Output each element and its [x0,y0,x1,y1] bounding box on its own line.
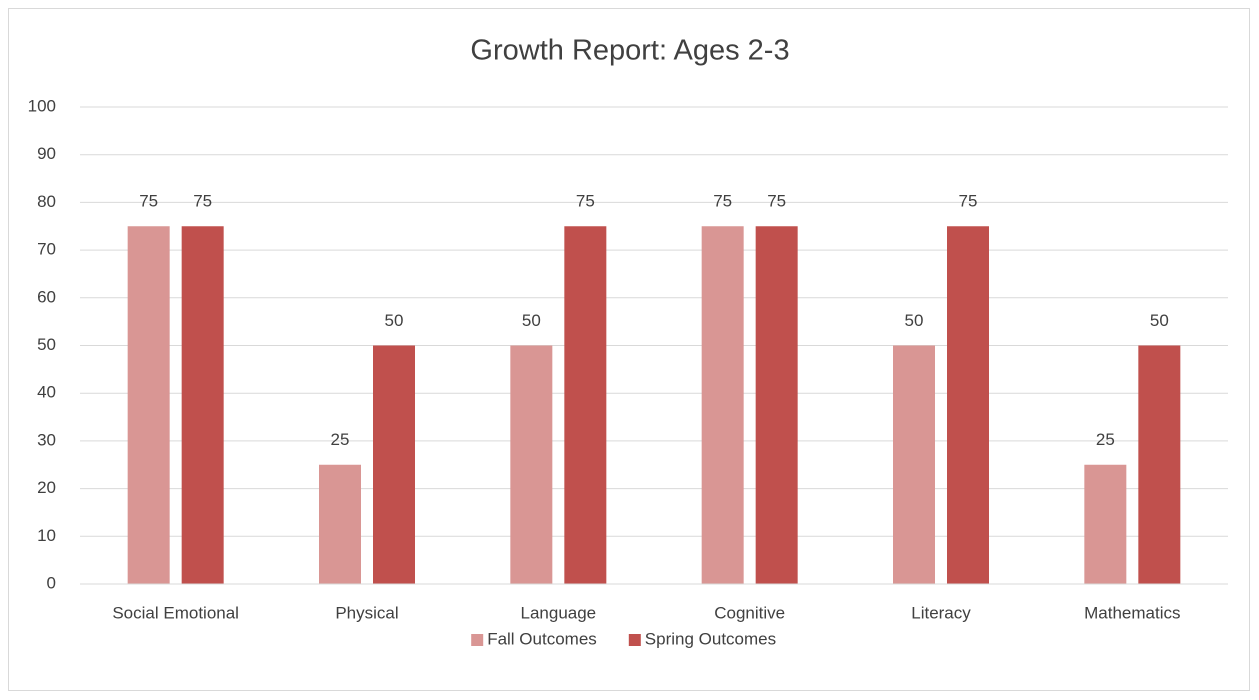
data-label: 75 [576,192,595,211]
data-label: 75 [959,192,978,211]
bar [1138,345,1181,584]
x-tick-label: Cognitive [714,603,785,622]
data-label: 50 [905,311,924,330]
data-label: 75 [713,192,732,211]
legend-label: Spring Outcomes [645,629,776,648]
bar [947,226,989,584]
bar [701,226,744,584]
y-tick-label: 10 [37,526,56,545]
y-tick-label: 90 [37,144,56,163]
x-tick-label: Physical [335,603,398,622]
bar [755,226,798,584]
y-tick-label: 30 [37,430,56,449]
data-label: 25 [331,430,350,449]
data-label: 75 [193,192,212,211]
data-label: 25 [1096,430,1115,449]
x-tick-label: Social Emotional [112,603,239,622]
x-tick-label: Mathematics [1084,603,1180,622]
legend-swatch [471,634,484,646]
data-label: 50 [522,311,541,330]
bar [319,464,361,584]
chart-title: Growth Report: Ages 2-3 [470,35,789,67]
bar [893,345,935,584]
y-tick-label: 40 [37,383,56,402]
bar [373,345,415,584]
bar [127,226,170,584]
data-label: 75 [139,192,158,211]
bar [564,226,607,584]
y-tick-label: 80 [37,192,56,211]
y-tick-label: 0 [47,573,56,592]
y-tick-label: 100 [28,96,56,115]
bar [510,345,553,584]
legend-swatch [628,634,641,646]
y-tick-label: 70 [37,240,56,259]
legend-label: Fall Outcomes [487,629,597,648]
x-tick-label: Language [521,603,597,622]
data-label: 75 [767,192,786,211]
x-tick-label: Literacy [911,603,971,622]
bar [1084,464,1127,584]
y-tick-label: 50 [37,335,56,354]
y-tick-label: 60 [37,287,56,306]
data-label: 50 [1150,311,1169,330]
bar [181,226,224,584]
data-label: 50 [385,311,404,330]
y-tick-label: 20 [37,478,56,497]
